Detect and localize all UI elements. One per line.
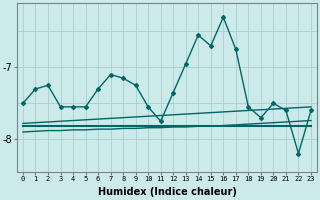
X-axis label: Humidex (Indice chaleur): Humidex (Indice chaleur) <box>98 187 236 197</box>
